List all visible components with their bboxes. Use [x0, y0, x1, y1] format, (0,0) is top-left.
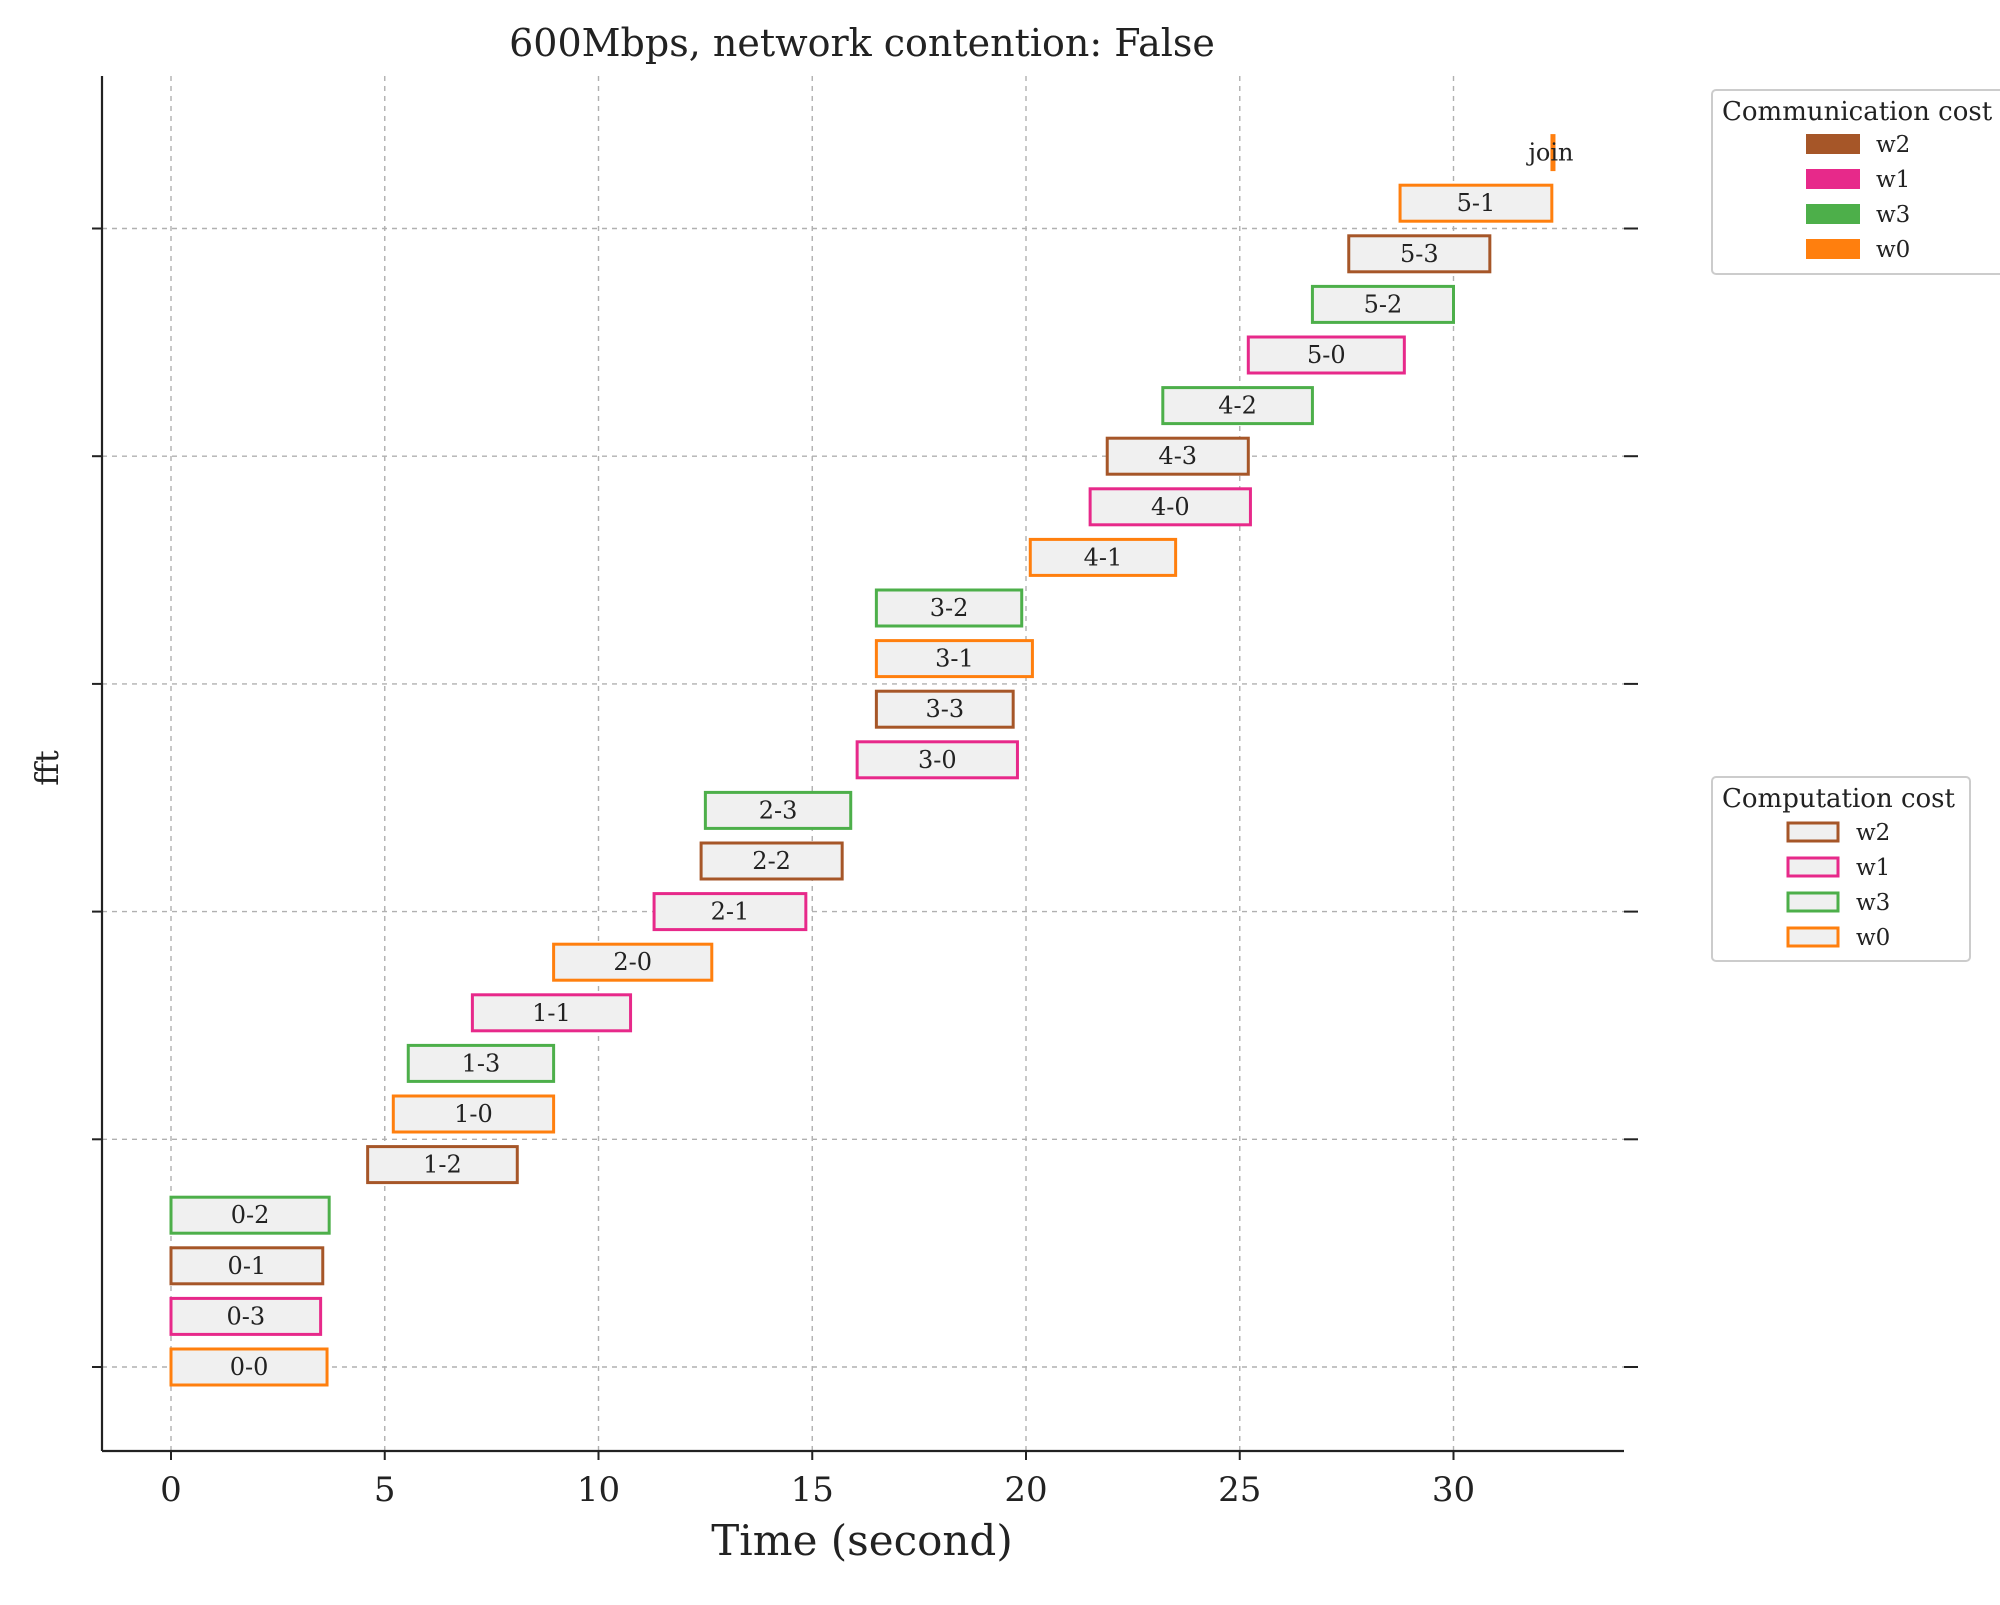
task-label: 5-0 [1307, 341, 1346, 369]
task-label: 0-3 [226, 1302, 265, 1330]
task-bar-2-0 [552, 942, 714, 982]
task-bar-5-2 [1310, 284, 1456, 324]
task-bar-5-1 [1398, 183, 1554, 223]
task-bar-2-3 [703, 790, 853, 830]
task-label: 1-1 [532, 999, 571, 1027]
task-bar-4-0 [1088, 487, 1252, 527]
legend-title: Communication cost [1722, 97, 1993, 127]
legend-swatch-w2 [1786, 821, 1840, 843]
x-tick-label: 25 [1218, 1470, 1261, 1510]
chart-title: 600Mbps, network contention: False [509, 21, 1215, 65]
legend-swatch-w3 [1806, 204, 1860, 224]
task-label: 3-3 [925, 695, 964, 723]
join-label: join [1525, 139, 1573, 167]
legend-swatch-w1 [1786, 856, 1840, 878]
legend-swatch-w1 [1806, 169, 1860, 189]
task-bar-5-0 [1246, 335, 1406, 375]
task-label: 2-2 [752, 847, 791, 875]
task-bar-3-2 [874, 588, 1024, 628]
task-bar-1-0 [391, 1094, 556, 1134]
task-bar-0-1 [169, 1246, 325, 1286]
x-tick-label: 20 [1004, 1470, 1047, 1510]
task-bar-3-0 [855, 740, 1019, 780]
task-bar-4-3 [1105, 436, 1250, 476]
task-bar-1-3 [406, 1043, 556, 1083]
x-tick-label: 5 [374, 1470, 396, 1510]
task-label: 0-0 [230, 1353, 269, 1381]
task-label: 0-1 [228, 1252, 267, 1280]
legend-entry-w2: w2 [1856, 820, 1890, 846]
join-bar [1550, 134, 1556, 172]
task-label: 5-2 [1364, 290, 1403, 318]
legend-swatch-w0 [1806, 239, 1860, 259]
x-tick-label: 30 [1432, 1470, 1475, 1510]
task-bar-2-1 [652, 892, 808, 932]
x-tick-label: 10 [577, 1470, 620, 1510]
y-axis-label: fft [28, 750, 66, 786]
x-axis-label: Time (second) [711, 1516, 1012, 1565]
legend-entry-w1: w1 [1876, 167, 1910, 193]
x-tick-label: 15 [791, 1470, 834, 1510]
task-label: 1-0 [454, 1100, 493, 1128]
legend-entry-w0: w0 [1856, 925, 1890, 951]
legend-entry-w2: w2 [1876, 132, 1910, 158]
legend-swatch-w2 [1806, 134, 1860, 154]
task-label: 2-0 [613, 948, 652, 976]
task-bar-1-2 [366, 1145, 519, 1185]
task-label: 4-3 [1158, 442, 1197, 470]
task-bar-4-2 [1161, 386, 1314, 426]
task-label: 1-3 [462, 1049, 501, 1077]
legend-frame [1711, 776, 1971, 962]
task-label: 3-0 [918, 746, 957, 774]
task-label: 4-2 [1218, 392, 1257, 420]
legend-entry-w3: w3 [1876, 202, 1910, 228]
task-bar-0-3 [169, 1296, 323, 1336]
legend-entry-w1: w1 [1856, 855, 1890, 881]
task-bar-0-0 [169, 1347, 329, 1387]
task-label: 1-2 [423, 1151, 462, 1179]
task-label: 2-1 [711, 898, 750, 926]
task-bar-5-3 [1347, 234, 1492, 274]
computation-cost-legend: Computation cost w2 w1 w3 w0 [1711, 776, 1971, 962]
task-label: 5-3 [1400, 240, 1439, 268]
task-bar-3-1 [874, 639, 1034, 679]
task-label: 3-1 [935, 645, 974, 673]
task-bar-3-3 [874, 689, 1015, 729]
task-label: 0-2 [231, 1201, 270, 1229]
communication-cost-legend: Communication cost w2 w1 w3 w0 [1711, 89, 2000, 275]
task-bar-4-1 [1028, 537, 1178, 577]
legend-title: Computation cost [1722, 784, 1956, 814]
task-label: 4-1 [1084, 543, 1123, 571]
task-label: 5-1 [1457, 189, 1496, 217]
legend-swatch-w0 [1786, 926, 1840, 948]
task-label: 2-3 [759, 796, 798, 824]
task-label: 3-2 [930, 594, 969, 622]
legend-swatch-w3 [1786, 891, 1840, 913]
x-tick-label: 0 [160, 1470, 182, 1510]
task-bar-2-2 [699, 841, 844, 881]
legend-entry-w3: w3 [1856, 890, 1890, 916]
task-label: 4-0 [1151, 493, 1190, 521]
legend-entry-w0: w0 [1876, 237, 1910, 263]
task-bar-1-1 [470, 993, 633, 1033]
task-bar-0-2 [169, 1195, 331, 1235]
